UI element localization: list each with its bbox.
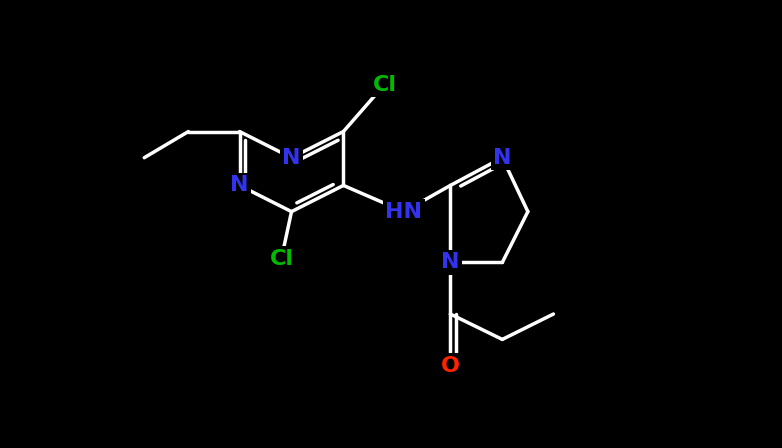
Text: N: N bbox=[231, 176, 249, 195]
Text: O: O bbox=[441, 356, 460, 375]
Text: N: N bbox=[493, 148, 511, 168]
Text: N: N bbox=[441, 252, 460, 272]
Text: Cl: Cl bbox=[270, 249, 293, 269]
Text: HN: HN bbox=[386, 202, 422, 222]
Text: Cl: Cl bbox=[372, 74, 396, 95]
Text: N: N bbox=[282, 148, 301, 168]
